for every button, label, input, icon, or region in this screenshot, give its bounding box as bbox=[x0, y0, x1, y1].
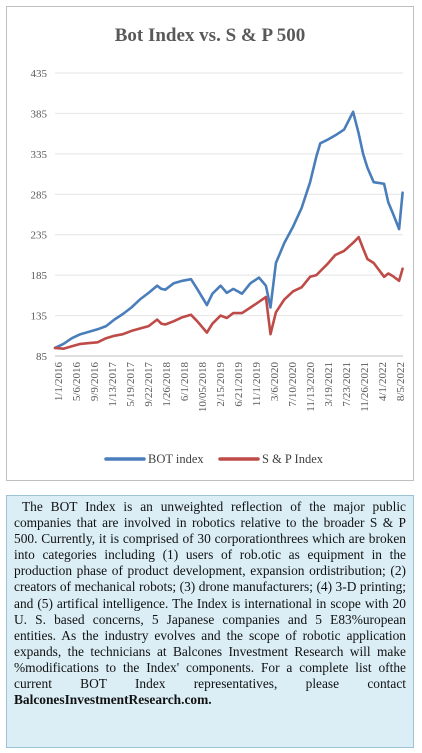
description-body: The BOT Index is an unweighted reflectio… bbox=[14, 499, 406, 692]
legend-label: S & P Index bbox=[262, 452, 324, 466]
y-tick-label: 135 bbox=[31, 311, 48, 323]
x-tick-label: 1/1/2016 bbox=[53, 362, 65, 402]
y-tick-label: 185 bbox=[31, 270, 48, 282]
x-axis-ticks: 1/1/2016 5/6/2016 9/9/2016 1/13/2017 5/19/20… bbox=[53, 362, 407, 413]
x-tick-label: 2/15/2019 bbox=[215, 362, 227, 407]
x-tick-label: 10/05/2018 bbox=[197, 362, 209, 413]
y-tick-label: 235 bbox=[31, 230, 48, 242]
x-tick-label: 11/13/2020 bbox=[305, 362, 317, 412]
x-tick-label: 6/1/2018 bbox=[179, 362, 191, 402]
x-tick-label: 5/19/2017 bbox=[125, 362, 137, 407]
y-tick-label: 385 bbox=[31, 108, 48, 120]
x-tick-label: 9/22/2017 bbox=[143, 362, 155, 407]
x-tick-label: 7/23/2021 bbox=[341, 362, 353, 407]
x-tick-label: 7/10/2020 bbox=[287, 362, 299, 407]
x-tick-label: 11/1/2019 bbox=[251, 362, 263, 407]
series-lines bbox=[53, 110, 404, 350]
y-axis-ticks: 85 135 185 235 285 335 385 435 bbox=[31, 68, 48, 363]
chart-panel: Bot Index vs. S & P 500 85 135 185 235 285 33… bbox=[6, 6, 414, 481]
x-tick-label: 11/26/2021 bbox=[359, 362, 371, 412]
x-tick-label: 6/21/2019 bbox=[233, 362, 245, 407]
bot-index-line bbox=[53, 110, 404, 350]
legend: BOT index S & P Index bbox=[104, 452, 324, 466]
x-tick-label: 3/19/2021 bbox=[323, 362, 335, 407]
x-tick-label: 5/6/2016 bbox=[71, 362, 83, 402]
y-tick-label: 285 bbox=[31, 189, 48, 201]
x-tick-label: 1/13/2017 bbox=[107, 362, 119, 407]
x-tick-label: 9/9/2016 bbox=[89, 362, 101, 402]
x-tick-label: 1/26/2018 bbox=[161, 362, 173, 407]
chart-title: Bot Index vs. S & P 500 bbox=[115, 25, 306, 46]
x-tick-label: 4/1/2022 bbox=[377, 362, 389, 401]
legend-label: BOT index bbox=[148, 452, 204, 466]
description-text: The BOT Index is an unweighted reflectio… bbox=[14, 499, 406, 724]
x-tick-label: 8/5/2022 bbox=[395, 362, 407, 401]
x-tick-label: 3/6/2020 bbox=[269, 362, 281, 402]
gridlines bbox=[55, 72, 403, 357]
y-tick-label: 435 bbox=[31, 68, 48, 80]
y-tick-label: 335 bbox=[31, 149, 48, 161]
sp-index-line bbox=[53, 235, 404, 350]
description-box: The BOT Index is an unweighted reflectio… bbox=[6, 495, 414, 748]
chart: Bot Index vs. S & P 500 85 135 185 235 285 33… bbox=[31, 25, 408, 466]
website-link[interactable]: BalconesInvestmentResearch.com. bbox=[14, 692, 212, 708]
y-tick-label: 85 bbox=[36, 351, 48, 363]
